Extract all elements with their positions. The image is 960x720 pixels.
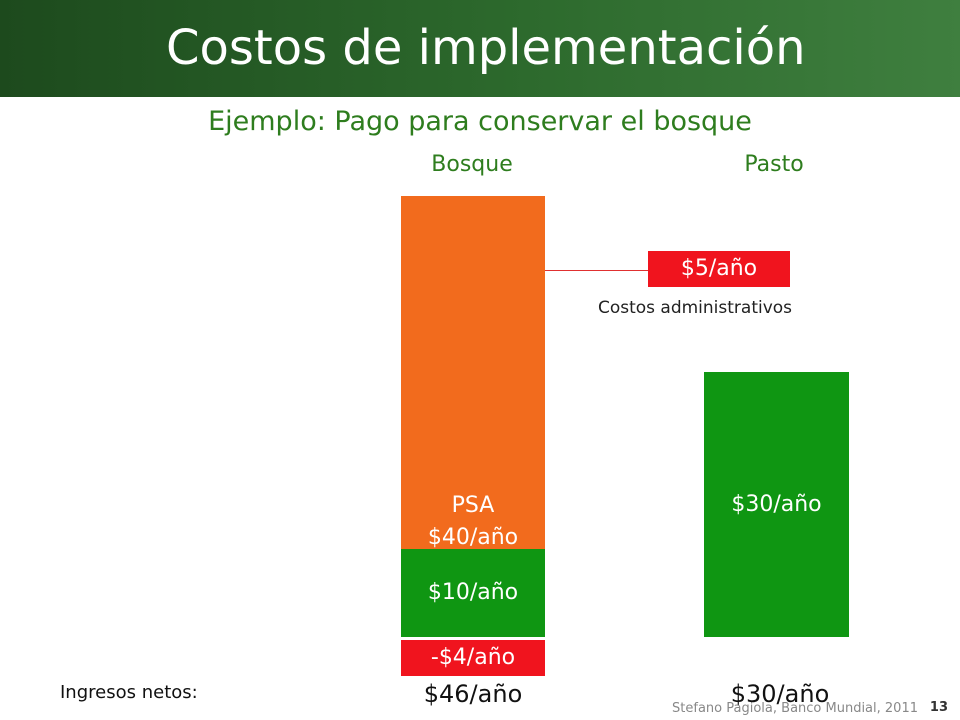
category-label-pasto: Pasto bbox=[744, 152, 804, 177]
bar-segment-forest-cost: -$4/año bbox=[401, 640, 545, 676]
bar-label-psa-value: $40/año bbox=[427, 525, 519, 550]
title-bar bbox=[0, 0, 960, 97]
page-number: 13 bbox=[929, 700, 948, 715]
admin-cost-value: $5/año bbox=[680, 256, 758, 281]
bar-label-psa-title: PSA bbox=[451, 493, 495, 518]
admin-cost-connector bbox=[545, 270, 649, 271]
slide-title: Costos de implementación bbox=[166, 20, 806, 76]
bar-segment-forest-income: $10/año bbox=[401, 549, 545, 637]
admin-cost-caption: Costos administrativos bbox=[597, 298, 793, 318]
net-income-label: Ingresos netos: bbox=[60, 682, 198, 703]
bar-segment-pasture-income: $30/año bbox=[704, 372, 849, 637]
category-label-bosque: Bosque bbox=[431, 152, 513, 177]
net-income-pasto: $30/año bbox=[730, 680, 830, 708]
slide-subtitle: Ejemplo: Pago para conservar el bosque bbox=[208, 106, 752, 137]
bar-label-forest-cost: -$4/año bbox=[430, 645, 516, 670]
bar-label-pasture-income: $30/año bbox=[731, 492, 822, 517]
bar-segment-psa: PSA $40/año bbox=[401, 196, 545, 550]
admin-cost-box: $5/año bbox=[648, 251, 790, 287]
net-income-bosque: $46/año bbox=[423, 680, 523, 708]
bar-label-forest-income: $10/año bbox=[427, 580, 519, 605]
footer-credit: Stefano Pagiola, Banco Mundial, 2011 bbox=[672, 701, 918, 716]
